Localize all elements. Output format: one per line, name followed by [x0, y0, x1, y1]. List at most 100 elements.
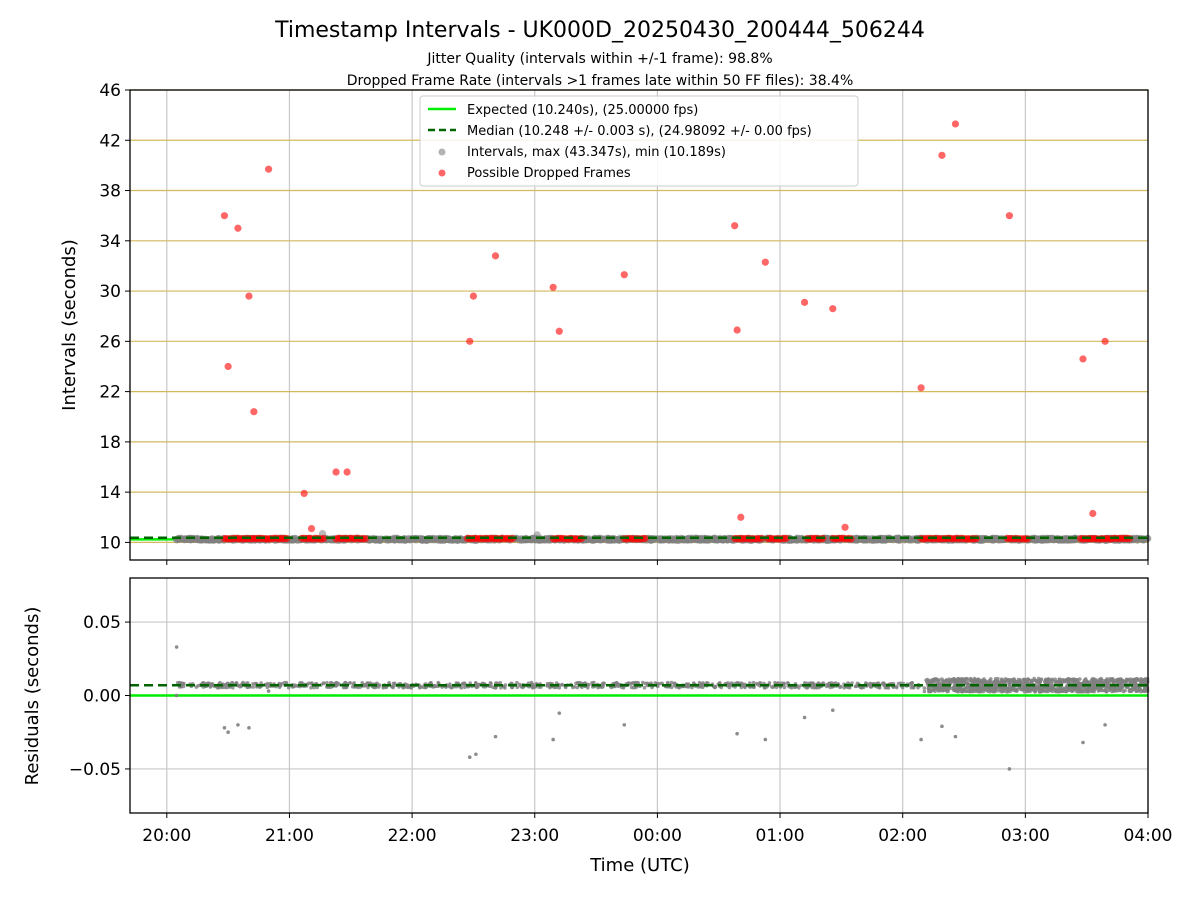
residual-point	[1108, 678, 1113, 683]
residual-point	[387, 681, 391, 685]
residual-point	[739, 685, 744, 690]
residual-point	[347, 681, 352, 685]
residual-point	[1026, 678, 1031, 682]
residual-point	[767, 681, 772, 685]
residual-point	[642, 685, 647, 690]
residual-point	[944, 686, 949, 690]
dropped-frame-point	[951, 120, 960, 128]
residual-point	[404, 683, 409, 687]
dropped-frame-point	[800, 298, 809, 306]
residual-point	[810, 685, 814, 690]
residual-point	[1049, 682, 1054, 686]
residual-point	[1015, 688, 1019, 693]
legend-dropped-label: Possible Dropped Frames	[467, 166, 631, 181]
residual-point	[713, 685, 718, 689]
residual-point	[940, 724, 944, 729]
x-tick-label: 02:00	[878, 826, 927, 846]
residual-point	[838, 685, 842, 690]
dropped-frame-point	[250, 408, 258, 416]
residuals-y-ticks: 0.05 0.00 −0.05	[69, 613, 130, 780]
residual-point	[894, 685, 899, 690]
residual-point	[1132, 684, 1137, 688]
residual-point	[1050, 677, 1055, 682]
residual-point	[1101, 688, 1105, 693]
residual-point	[1124, 677, 1129, 682]
residual-point	[557, 711, 562, 715]
legend-intervals-label: Intervals, max (43.347s), min (10.189s)	[467, 145, 726, 160]
residual-point	[1143, 677, 1148, 681]
residual-point	[493, 734, 498, 739]
residual-point	[1139, 677, 1143, 681]
residual-point	[1057, 677, 1061, 682]
residual-point	[1103, 723, 1107, 727]
residual-point	[1010, 687, 1014, 691]
residual-point	[494, 685, 498, 690]
legend: Expected (10.240s), (25.00000 fps) Media…	[419, 95, 859, 187]
residual-point	[985, 680, 989, 685]
dropped-frame-point	[917, 384, 925, 392]
residual-point	[762, 685, 767, 690]
residual-point	[773, 680, 777, 685]
residual-point	[551, 737, 555, 742]
residual-point	[409, 685, 414, 690]
residual-point	[321, 681, 326, 685]
residual-point	[995, 679, 999, 683]
residual-point	[174, 693, 179, 698]
residual-point	[377, 683, 382, 687]
residual-point	[868, 685, 873, 689]
residual-point	[1052, 686, 1056, 691]
x-axis-label: Time (UTC)	[589, 855, 690, 876]
chart-subtitle-dropped: Dropped Frame Rate (intervals >1 frames …	[347, 73, 854, 89]
intervals-y-tick-label: 46	[99, 81, 121, 101]
residual-point	[934, 686, 939, 691]
residual-point	[830, 708, 835, 712]
residual-point	[938, 688, 943, 693]
residual-point	[517, 682, 522, 687]
residual-point	[881, 682, 886, 687]
residuals-x-ticks: 20:00 21:00 22:00 23:00 00:00 01:00 02:00 03:00…	[142, 813, 1173, 846]
intervals-y-tick-label: 42	[99, 131, 121, 151]
residual-point	[1030, 679, 1034, 684]
chart-title: Timestamp Intervals - UK000D_20250430_20…	[274, 18, 925, 43]
residual-point	[1120, 679, 1125, 683]
residual-point	[922, 686, 927, 690]
residual-point	[933, 689, 937, 694]
residual-point	[961, 678, 966, 683]
residual-point	[789, 685, 794, 690]
residual-point	[986, 687, 991, 691]
residual-point	[1118, 688, 1123, 693]
residual-point	[1077, 686, 1081, 690]
residual-point	[1120, 686, 1125, 690]
residual-point	[1009, 680, 1014, 685]
dropped-frame-point	[361, 535, 370, 543]
intervals-y-tick-label: 22	[99, 383, 121, 403]
dropped-frame-point	[469, 292, 478, 300]
residual-point	[1023, 681, 1027, 686]
residual-point	[1075, 678, 1080, 682]
residual-point	[1093, 678, 1098, 683]
residual-point	[1136, 688, 1141, 692]
residual-point	[1070, 678, 1075, 682]
residual-point	[909, 681, 913, 686]
residual-point	[735, 731, 739, 736]
residual-point	[499, 686, 503, 690]
residual-point	[968, 676, 973, 681]
residual-point	[743, 685, 747, 690]
residual-point	[727, 685, 732, 690]
residual-point	[1000, 680, 1004, 685]
residual-point	[969, 686, 974, 691]
residual-point	[1081, 740, 1085, 745]
intervals-x-ticks	[166, 560, 1149, 565]
residual-point	[1135, 677, 1140, 681]
x-tick-label: 00:00	[633, 826, 682, 846]
residual-point	[1101, 678, 1105, 683]
residual-point	[802, 715, 807, 720]
intervals-axes-frame	[129, 89, 1149, 561]
residual-point	[621, 686, 626, 690]
residual-point	[1114, 679, 1118, 683]
residual-point	[1040, 687, 1044, 691]
residual-point	[1038, 680, 1043, 684]
residual-point	[937, 684, 941, 688]
residual-point	[1045, 680, 1050, 684]
residual-point	[241, 680, 245, 685]
